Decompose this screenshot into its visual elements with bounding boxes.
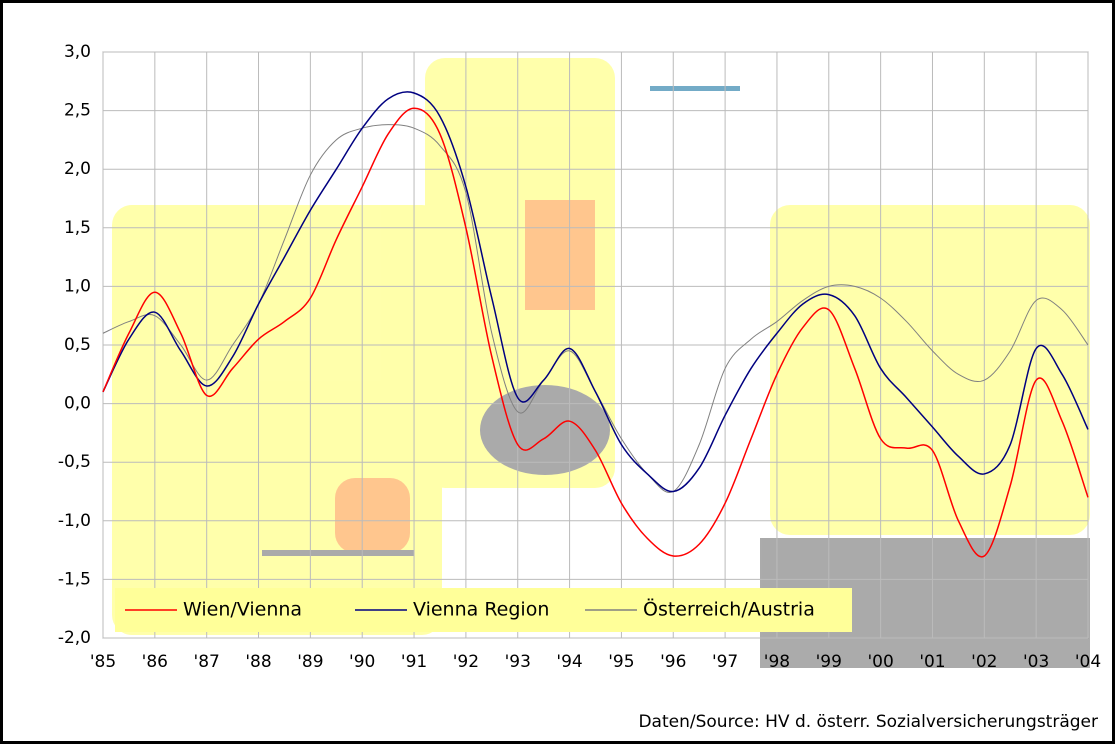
source-note: Daten/Source: HV d. österr. Sozialversic… bbox=[638, 712, 1098, 732]
x-tick-label: '94 bbox=[556, 652, 582, 672]
y-tick-label: 2,0 bbox=[64, 159, 91, 179]
y-tick-label: 0,5 bbox=[64, 335, 91, 355]
x-tick-label: '96 bbox=[660, 652, 686, 672]
y-tick-label: -0,5 bbox=[58, 452, 91, 472]
x-tick-label: '92 bbox=[453, 652, 479, 672]
y-tick-label: -1,5 bbox=[58, 569, 91, 589]
y-tick-label: 1,5 bbox=[64, 218, 91, 238]
x-tick-label: '87 bbox=[194, 652, 220, 672]
x-tick-label: '00 bbox=[867, 652, 893, 672]
x-tick-label: '93 bbox=[505, 652, 531, 672]
x-tick-label: '95 bbox=[608, 652, 634, 672]
x-tick-label: '86 bbox=[142, 652, 168, 672]
legend-label: Wien/Vienna bbox=[183, 599, 302, 621]
legend-label: Vienna Region bbox=[413, 599, 549, 621]
y-tick-label: 2,5 bbox=[64, 101, 91, 121]
legend-label: Österreich/Austria bbox=[643, 598, 815, 621]
chart: Daten/Source: HV d. österr. Sozialversic… bbox=[0, 0, 1115, 744]
x-tick-label: '97 bbox=[712, 652, 738, 672]
x-tick-label: '99 bbox=[816, 652, 842, 672]
x-tick-label: '01 bbox=[919, 652, 945, 672]
x-tick-label: '89 bbox=[297, 652, 323, 672]
x-tick-label: '91 bbox=[401, 652, 427, 672]
x-tick-label: '04 bbox=[1075, 652, 1101, 672]
y-tick-label: 1,0 bbox=[64, 276, 91, 296]
y-tick-label: -2,0 bbox=[58, 628, 91, 648]
y-tick-label: 3,0 bbox=[64, 42, 91, 62]
y-tick-label: 0,0 bbox=[64, 394, 91, 414]
x-tick-label: '03 bbox=[1023, 652, 1049, 672]
y-tick-label: -1,0 bbox=[58, 511, 91, 531]
x-tick-label: '90 bbox=[349, 652, 375, 672]
x-tick-label: '98 bbox=[764, 652, 790, 672]
x-tick-label: '88 bbox=[245, 652, 271, 672]
x-tick-label: '85 bbox=[90, 652, 116, 672]
x-tick-label: '02 bbox=[971, 652, 997, 672]
